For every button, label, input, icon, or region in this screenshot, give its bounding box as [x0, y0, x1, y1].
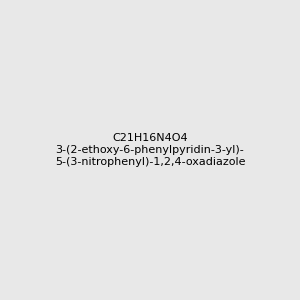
Text: C21H16N4O4
3-(2-ethoxy-6-phenylpyridin-3-yl)-
5-(3-nitrophenyl)-1,2,4-oxadiazole: C21H16N4O4 3-(2-ethoxy-6-phenylpyridin-3…	[55, 134, 245, 166]
